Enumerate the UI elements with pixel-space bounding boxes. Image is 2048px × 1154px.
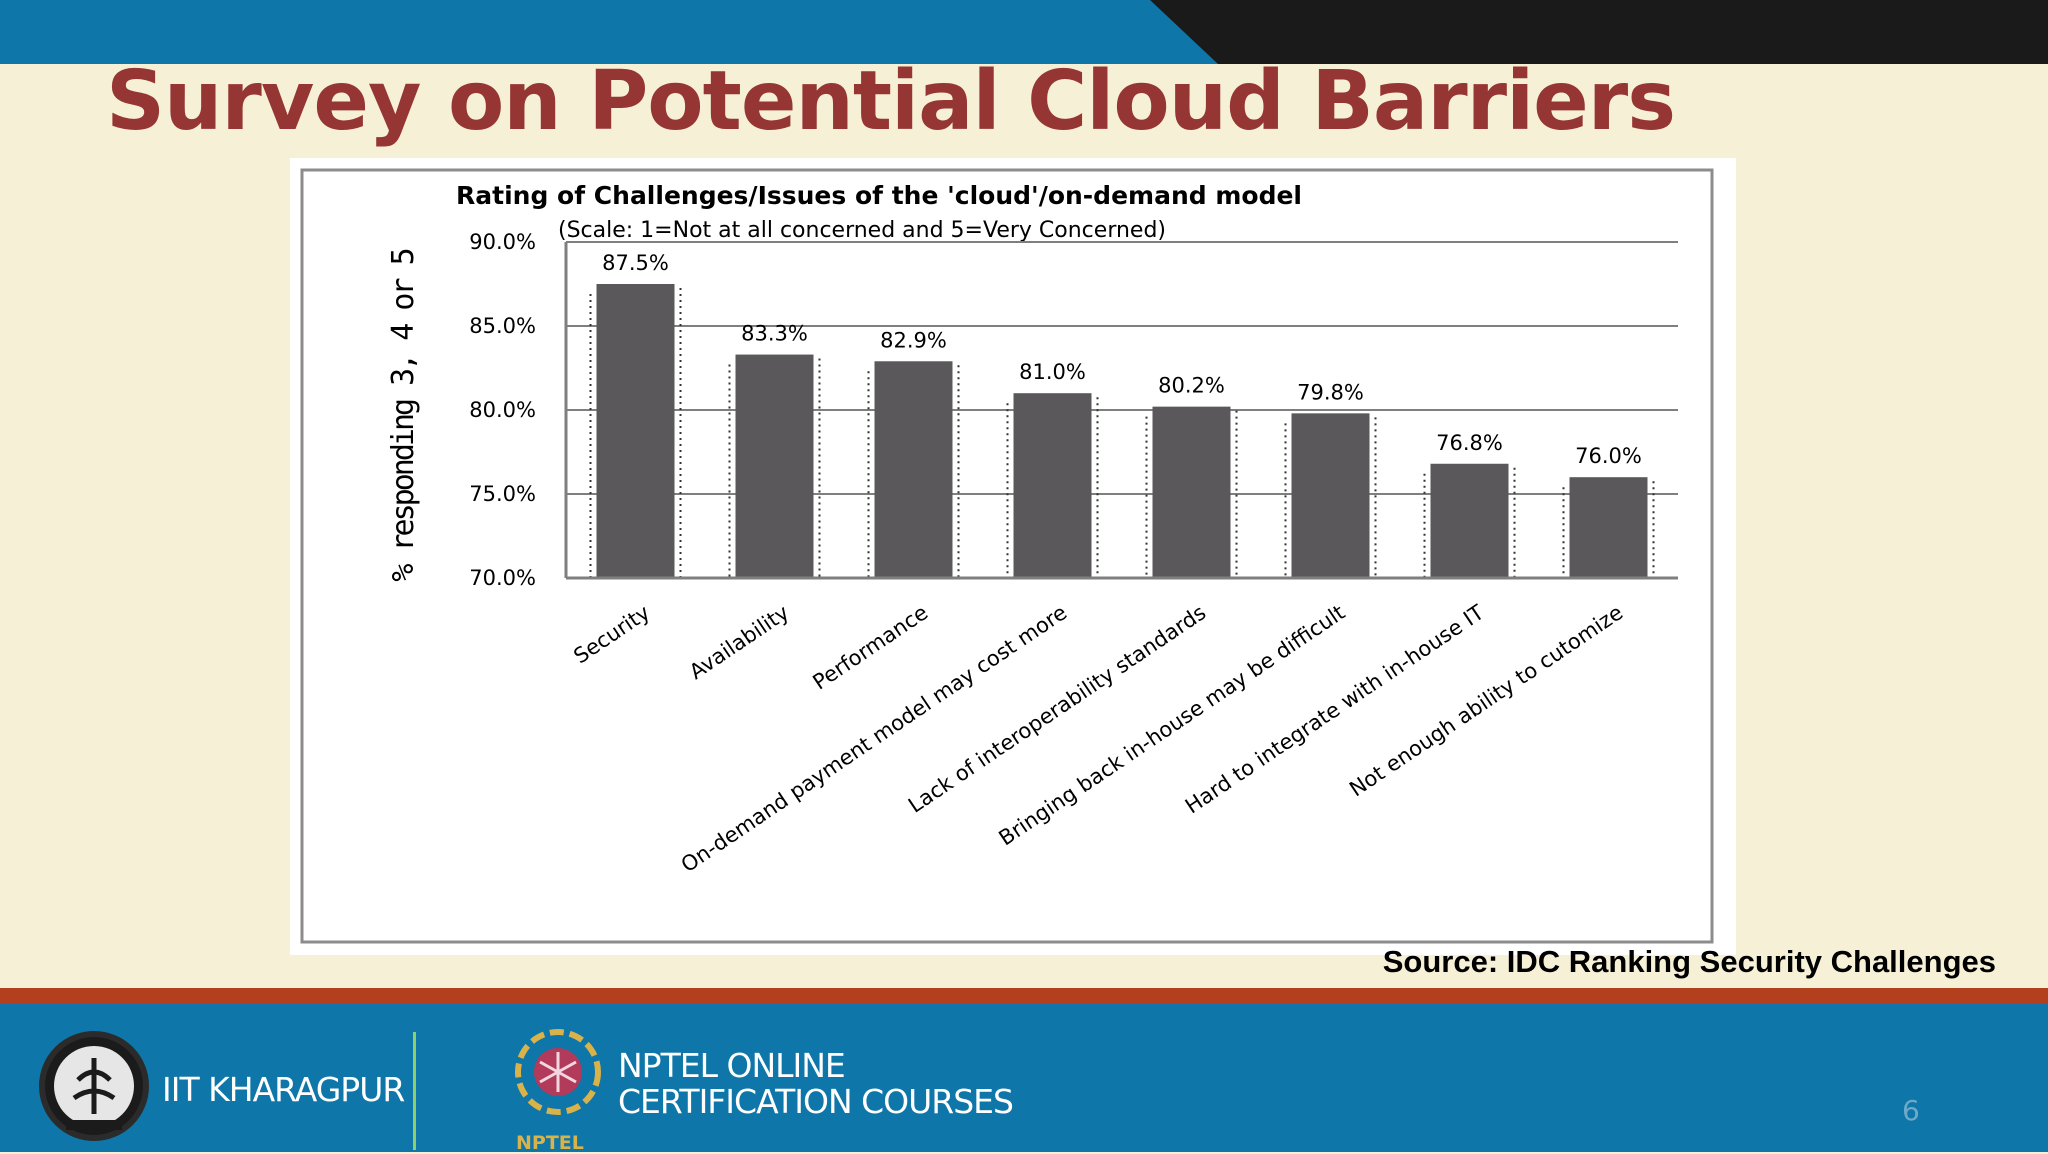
- slide-title: Survey on Potential Cloud Barriers: [106, 54, 1676, 149]
- bars: [589, 284, 1655, 578]
- bar: [596, 284, 675, 578]
- program-name-line1: NPTEL ONLINE: [618, 1046, 846, 1085]
- nptel-logo-icon: [515, 1029, 601, 1115]
- bar-chart: Rating of Challenges/Issues of the 'clou…: [300, 168, 1714, 944]
- bar: [1013, 393, 1092, 578]
- y-tick-label: 75.0%: [469, 482, 536, 506]
- chart-panel: Rating of Challenges/Issues of the 'clou…: [290, 158, 1736, 955]
- chart-subtitle: (Scale: 1=Not at all concerned and 5=Ver…: [558, 218, 1166, 243]
- chart-title: Rating of Challenges/Issues of the 'clou…: [456, 181, 1302, 210]
- nptel-logo-text: NPTEL: [516, 1132, 584, 1154]
- data-label: 76.0%: [1575, 444, 1642, 468]
- data-label: 80.2%: [1158, 374, 1225, 398]
- bar: [1152, 406, 1231, 578]
- page-number: 6: [1902, 1094, 1920, 1127]
- y-tick-label: 85.0%: [469, 314, 536, 338]
- data-label: 83.3%: [741, 322, 808, 346]
- data-label: 79.8%: [1297, 380, 1364, 404]
- top-banner-dark: [1150, 0, 2048, 64]
- footer-bar: IIT KHARAGPUR NPTEL NPTEL ONLINE CERTIFI…: [0, 988, 2048, 1154]
- y-tick-label: 80.0%: [469, 398, 536, 422]
- bar: [735, 354, 814, 578]
- iit-kharagpur-logo-icon: [39, 1031, 149, 1141]
- y-axis-label: % responding 3, 4 or 5: [386, 249, 421, 581]
- top-banner: [0, 0, 2048, 64]
- bar: [1430, 463, 1509, 578]
- y-tick-label: 70.0%: [469, 566, 536, 590]
- bar: [1569, 477, 1648, 578]
- program-name-line2: CERTIFICATION COURSES: [618, 1082, 1014, 1121]
- data-label: 76.8%: [1436, 431, 1503, 455]
- data-label: 87.5%: [602, 251, 669, 275]
- bar: [1291, 413, 1370, 578]
- data-label: 81.0%: [1019, 360, 1086, 384]
- bar: [874, 361, 953, 578]
- source-note: Source: IDC Ranking Security Challenges: [1382, 944, 1996, 979]
- data-label: 82.9%: [880, 328, 947, 352]
- institute-name: IIT KHARAGPUR: [162, 1070, 405, 1109]
- y-tick-label: 90.0%: [469, 230, 536, 254]
- y-axis-ticks: 70.0% 75.0% 80.0% 85.0% 90.0%: [469, 230, 536, 590]
- footer-divider: [413, 1032, 416, 1150]
- data-labels: 87.5% 83.3% 82.9% 81.0% 80.2% 79.8% 76.8% 76.0%: [602, 251, 1642, 468]
